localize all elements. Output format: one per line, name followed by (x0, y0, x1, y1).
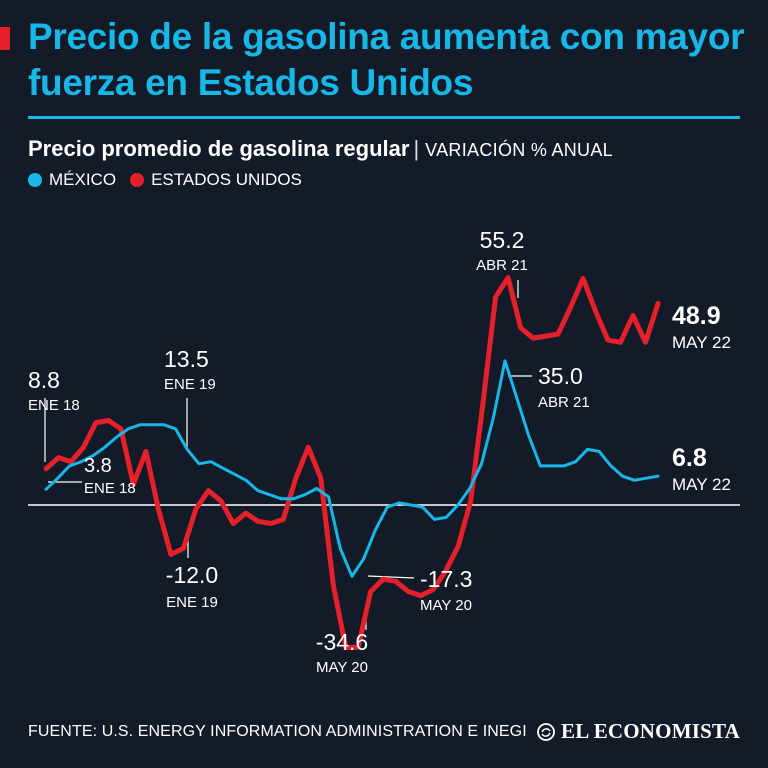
date-label-usa-ene-18: ENE 18 (28, 397, 80, 414)
date-label-usa-may-22: MAY 22 (672, 333, 731, 352)
date-label-usa-abr-21: ABR 21 (476, 257, 528, 274)
series-line-mexico (44, 359, 660, 578)
subtitle-separator: | (413, 136, 420, 161)
leader-line-mexico-may-20 (367, 575, 415, 579)
date-label-mexico-may-22: MAY 22 (672, 475, 731, 494)
data-label-mexico-ene-18: 3.8 (84, 455, 112, 477)
chart-subtitle: Precio promedio de gasolina regular | VARI… (28, 136, 613, 162)
legend: MÉXICO ESTADOS UNIDOS (28, 170, 316, 190)
page-title: Precio de la gasolina aumenta con mayor … (28, 16, 745, 103)
el-economista-logo-icon (537, 722, 555, 741)
data-label-mexico-ene-19: 13.5 (164, 346, 209, 372)
data-label-mexico-may-20: -17.3 (420, 566, 472, 592)
source-note: FUENTE: U.S. ENERGY INFORMATION ADMINIST… (28, 723, 527, 740)
data-label-usa-may-20: -34.6 (316, 629, 368, 655)
data-label-usa-abr-21: 55.2 (480, 227, 525, 253)
data-label-usa-may-22: 48.9 (672, 302, 721, 330)
date-label-usa-ene-19: ENE 19 (166, 594, 218, 611)
data-label-mexico-may-22: 6.8 (672, 444, 707, 472)
mexico-dot-icon (28, 173, 42, 187)
date-label-usa-may-20: MAY 20 (316, 659, 368, 676)
brand-name: EL ECONOMISTA (561, 719, 740, 743)
accent-bar (0, 27, 10, 50)
data-label-usa-ene-18: 8.8 (28, 367, 60, 393)
legend-label-usa: ESTADOS UNIDOS (151, 170, 302, 189)
date-label-mexico-abr-21: ABR 21 (538, 394, 590, 411)
legend-item-usa: ESTADOS UNIDOS (130, 170, 302, 190)
series-line-usa (43, 275, 661, 651)
data-label-usa-ene-19: -12.0 (166, 562, 218, 588)
subtitle-text: Precio promedio de gasolina regular (28, 136, 410, 161)
unit-label: VARIACIÓN % ANUAL (425, 140, 613, 160)
date-label-mexico-may-20: MAY 20 (420, 597, 472, 614)
leader-lines (44, 280, 532, 630)
usa-dot-icon (130, 173, 145, 187)
data-label-mexico-abr-21: 35.0 (538, 363, 583, 389)
title-divider (28, 116, 740, 119)
legend-item-mexico: MÉXICO (28, 170, 116, 190)
annotation-labels: 8.8 ENE 18 3.8 ENE 18 13.5 ENE 19 -12.0 ENE 19 -… (28, 227, 731, 676)
date-label-mexico-ene-18: ENE 18 (84, 480, 136, 497)
date-label-mexico-ene-19: ENE 19 (164, 376, 216, 393)
brand-logo: EL ECONOMISTA (537, 719, 740, 744)
legend-label-mexico: MÉXICO (49, 170, 117, 189)
